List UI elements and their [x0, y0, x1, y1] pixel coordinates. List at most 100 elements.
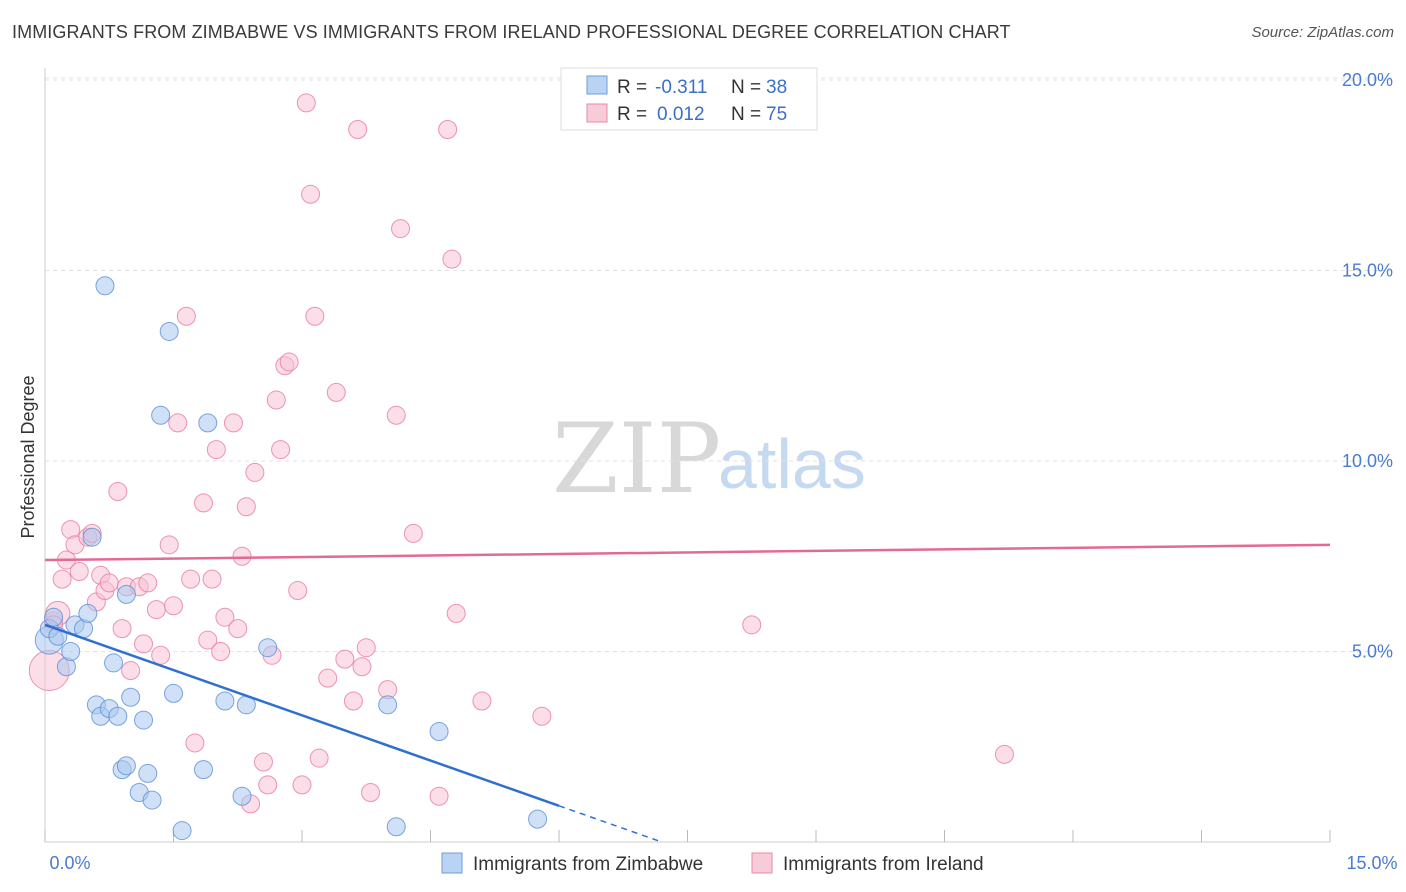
ireland-point: [532, 706, 552, 726]
legend-r-value-zimbabwe: -0.311: [655, 77, 707, 98]
y-axis-label: Professional Degree: [18, 375, 38, 538]
legend-r-value-ireland: 0.012: [657, 104, 705, 125]
ireland-point: [288, 581, 308, 601]
bottom-legend-swatch-ireland: [751, 852, 773, 874]
y-tick-label: 10.0%: [1342, 451, 1393, 471]
ireland-point: [138, 573, 158, 593]
ireland-point: [236, 497, 256, 517]
zimbabwe-point: [215, 691, 235, 711]
ireland-point: [176, 306, 196, 326]
ireland-point: [442, 249, 462, 269]
y-tick-label: 20.0%: [1342, 70, 1393, 90]
legend-n-value-zimbabwe: 38: [766, 77, 787, 98]
zimbabwe-point: [134, 710, 154, 730]
ireland-point: [429, 786, 449, 806]
ireland-point: [52, 569, 72, 589]
ireland-point: [168, 413, 188, 433]
watermark-atlas: atlas: [718, 425, 866, 503]
zimbabwe-point: [61, 642, 81, 661]
ireland-point: [253, 752, 273, 772]
x-tick-label-max: 15.0%: [1346, 853, 1397, 873]
zimbabwe-point: [198, 413, 218, 433]
bottom-legend-label-ireland: Immigrants from Ireland: [783, 854, 984, 875]
zimbabwe-point: [44, 607, 64, 627]
ireland-point: [361, 782, 381, 802]
ireland-point: [181, 569, 201, 589]
legend-swatch-ireland: [586, 103, 608, 123]
chart-title: IMMIGRANTS FROM ZIMBABWE VS IMMIGRANTS F…: [12, 22, 1011, 42]
ireland-point: [356, 638, 376, 658]
zimbabwe-point: [78, 603, 98, 623]
ireland-point: [438, 120, 458, 140]
ireland-point: [185, 733, 205, 753]
y-tick-label: 5.0%: [1352, 642, 1393, 662]
ireland-point: [266, 390, 286, 410]
zimbabwe-point: [138, 763, 158, 783]
legend-swatch-zimbabwe: [586, 75, 608, 95]
zimbabwe-point: [193, 760, 213, 780]
x-ticks: [44, 830, 1331, 842]
ireland-point: [994, 744, 1014, 764]
zimbabwe-point: [151, 405, 171, 425]
ireland-point: [296, 93, 316, 113]
bottom-legend-swatch-zimbabwe: [441, 852, 463, 874]
ireland-point: [271, 440, 291, 460]
ireland-point: [151, 645, 171, 665]
ireland-point: [472, 691, 492, 711]
ireland-point: [403, 523, 423, 543]
zimbabwe-point: [429, 722, 449, 742]
ireland-trend-line: [44, 543, 1331, 562]
zimbabwe-point: [386, 817, 406, 837]
series-ireland-points: [28, 93, 1014, 814]
y-tick-labels: 5.0% 10.0% 15.0% 20.0%: [1342, 70, 1393, 662]
zimbabwe-point: [116, 756, 136, 776]
ireland-point: [742, 615, 762, 635]
ireland-point: [326, 382, 346, 402]
zimbabwe-point: [159, 321, 179, 341]
bottom-legend-label-zimbabwe: Immigrants from Zimbabwe: [473, 854, 703, 875]
ireland-point: [279, 352, 299, 372]
ireland-point: [99, 573, 119, 593]
ireland-point: [292, 775, 312, 795]
zimbabwe-point: [108, 706, 128, 726]
ireland-point: [223, 413, 243, 433]
ireland-point: [134, 634, 154, 654]
ireland-point: [245, 462, 265, 482]
ireland-point: [198, 630, 218, 650]
ireland-point: [159, 535, 179, 555]
zimbabwe-point: [528, 809, 548, 829]
zimbabwe-point: [95, 276, 115, 296]
source-label: Source: ZipAtlas.com: [1251, 24, 1394, 41]
ireland-point: [305, 306, 325, 326]
series-zimbabwe-points: [34, 276, 548, 841]
series-legend: Immigrants from Zimbabwe Immigrants from…: [441, 852, 984, 875]
ireland-point: [446, 603, 466, 623]
ireland-point: [335, 649, 355, 669]
zimbabwe-trend-extension: [558, 805, 663, 843]
ireland-point: [348, 120, 368, 140]
correlation-legend: R = -0.311 N = 38 R = 0.012 N = 75: [560, 67, 818, 131]
zimbabwe-point: [378, 695, 398, 715]
zimbabwe-point: [104, 653, 124, 673]
x-tick-label-min: 0.0%: [49, 853, 90, 873]
ireland-point: [146, 600, 166, 620]
zimbabwe-trend-line: [44, 623, 560, 807]
ireland-point: [343, 691, 363, 711]
legend-r-label-ireland: R =: [617, 104, 647, 125]
zimbabwe-point: [121, 687, 141, 707]
zimbabwe-point: [116, 584, 136, 604]
ireland-point: [112, 619, 132, 639]
zimbabwe-point: [172, 821, 192, 841]
legend-n-label-zimbabwe: N =: [731, 77, 761, 98]
ireland-point: [202, 569, 222, 589]
zimbabwe-point: [258, 638, 278, 658]
ireland-point: [193, 493, 213, 513]
zimbabwe-point: [142, 790, 162, 810]
ireland-point: [301, 184, 321, 204]
ireland-point: [386, 405, 406, 425]
zimbabwe-point: [164, 683, 183, 703]
ireland-point: [352, 657, 372, 677]
ireland-point: [318, 668, 338, 688]
ireland-point: [206, 440, 226, 460]
